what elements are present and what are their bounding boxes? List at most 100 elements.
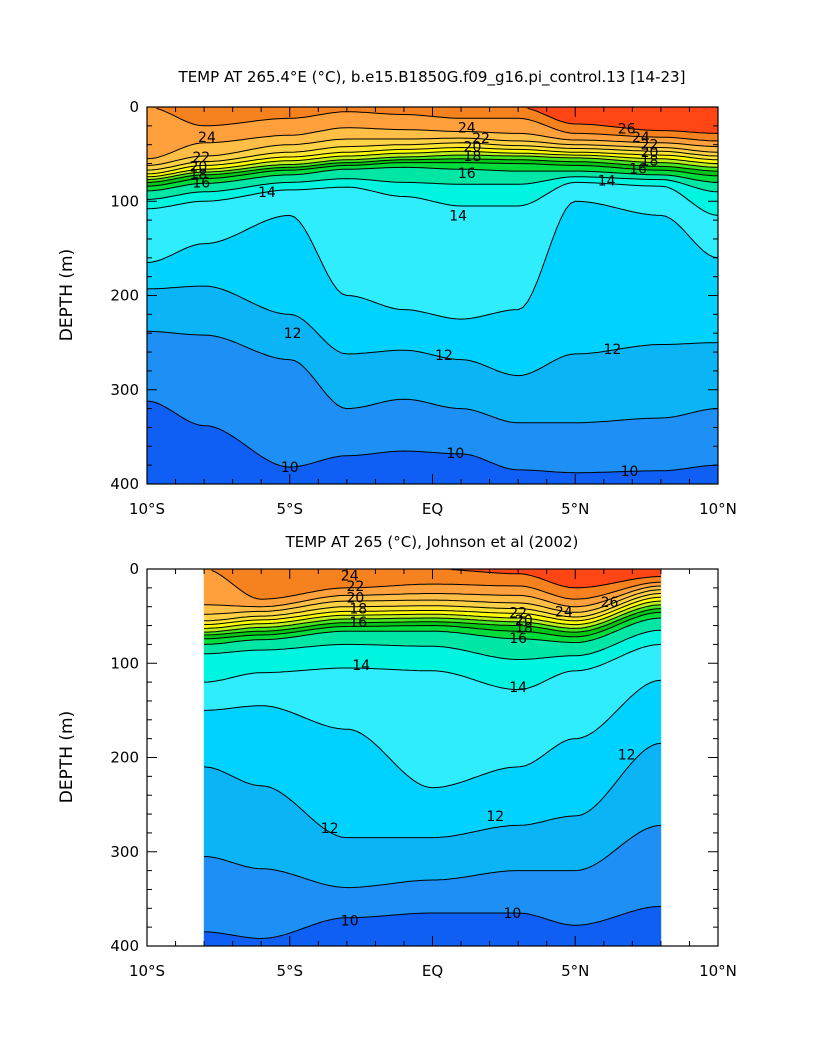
- x-tick-label: 10°N: [699, 500, 737, 518]
- y-tick-label: 400: [110, 475, 139, 493]
- y-tick-label: 200: [110, 287, 139, 305]
- contour-label: 10: [446, 446, 464, 462]
- contour-line-20: [147, 150, 718, 178]
- y-tick-label: 0: [129, 98, 139, 116]
- contour-label: 10: [504, 906, 522, 922]
- contour-label: 12: [435, 348, 453, 364]
- contour-label: 22: [347, 579, 365, 595]
- contour-label: 14: [352, 658, 370, 674]
- contour-label: 16: [458, 166, 476, 182]
- contour-label: 24: [555, 604, 573, 620]
- panel-title: TEMP AT 265.4°E (°C), b.e15.B1850G.f09_g…: [178, 68, 686, 87]
- contour-line-23: [204, 589, 661, 615]
- contour-label: 20: [347, 590, 365, 606]
- x-tick-label: 5°N: [561, 962, 589, 980]
- x-tick-label: EQ: [422, 500, 443, 518]
- contour-line-11: [147, 330, 718, 424]
- contour-label: 18: [349, 602, 367, 618]
- y-tick-label: 200: [110, 749, 139, 767]
- axes: 0 100 200 300 400 10°S 5°S EQ 5°N 10°N: [110, 98, 737, 518]
- panel-observations: TEMP AT 265 (°C), Johnson et al (2002) 2…: [57, 533, 737, 980]
- y-tick-label: 400: [110, 937, 139, 955]
- contour-line-18: [204, 608, 661, 636]
- contour-line-23: [147, 137, 718, 166]
- contour-label: 26: [618, 122, 636, 138]
- contour-line-19: [204, 604, 661, 633]
- contour-label: 12: [618, 748, 636, 764]
- contour-label: 22: [641, 138, 659, 154]
- y-tick-label: 300: [110, 381, 139, 399]
- x-tick-label: 5°N: [561, 500, 589, 518]
- contour-line-13: [147, 200, 718, 320]
- contour-line-10: [147, 400, 718, 474]
- y-tick-label: 100: [110, 192, 139, 210]
- contour-line-21: [147, 146, 718, 175]
- contour-label: 26: [601, 595, 619, 611]
- contour-label: 16: [192, 175, 210, 191]
- contour-label: 12: [486, 809, 504, 825]
- contour-label: 12: [284, 326, 302, 342]
- contour-line-20: [204, 600, 661, 629]
- contour-line-15: [147, 176, 718, 200]
- contour-label: 22: [509, 605, 527, 621]
- contour-line-14: [147, 181, 718, 216]
- contour-label: 20: [189, 159, 207, 175]
- contour-line-18: [147, 158, 718, 183]
- contour-label: 10: [281, 460, 299, 476]
- contour-label: 18: [515, 620, 533, 636]
- x-tick-label: 10°S: [129, 962, 165, 980]
- contour-label: 14: [509, 680, 527, 696]
- contour-line-15: [204, 629, 661, 660]
- y-tick-label: 100: [110, 654, 139, 672]
- contour-label: 20: [641, 145, 659, 161]
- contour-label: 24: [458, 121, 476, 137]
- contour-label: 12: [603, 342, 621, 358]
- axes: 0 100 200 300 400 10°S 5°S EQ 5°N 10°N: [110, 560, 737, 980]
- contour-line-22: [147, 142, 718, 171]
- contour-label: 18: [464, 149, 482, 165]
- contour-label: 24: [632, 130, 650, 146]
- y-axis-title: DEPTH (m): [57, 711, 77, 803]
- y-tick-label: 300: [110, 843, 139, 861]
- contour-line-19: [147, 154, 718, 181]
- contour-label: 12: [321, 821, 339, 837]
- contour-label: 14: [449, 208, 467, 224]
- contour-label: 22: [472, 131, 490, 147]
- contour-label: 24: [341, 569, 359, 585]
- contour-label: 16: [509, 631, 527, 647]
- contour-label: 16: [629, 161, 647, 177]
- contour-line-11: [204, 824, 661, 889]
- contour-label: 24: [198, 130, 216, 146]
- contour-label: 18: [189, 167, 207, 183]
- contour-label: 20: [515, 613, 533, 629]
- contour-line-24: [147, 127, 718, 160]
- contour-line-24: [204, 585, 661, 608]
- contour-line-25: [156, 107, 718, 142]
- y-axis-title: DEPTH (m): [57, 249, 77, 341]
- contour-line-12: [204, 742, 661, 839]
- y-tick-label: 0: [129, 560, 139, 578]
- contour-line-12: [147, 285, 718, 377]
- contour-line-25: [211, 570, 661, 600]
- panel-model: TEMP AT 265.4°E (°C), b.e15.B1850G.f09_g…: [57, 68, 737, 518]
- contour-line-14: [204, 643, 661, 691]
- contour-label: 14: [598, 174, 616, 190]
- contour-line-22: [204, 593, 661, 622]
- contour-line-10: [204, 905, 661, 940]
- contour-line-17: [204, 611, 661, 640]
- panel-title: TEMP AT 265 (°C), Johnson et al (2002): [285, 533, 579, 551]
- contour-label: 10: [621, 464, 639, 480]
- contour-label: 20: [464, 140, 482, 156]
- contour-line-13: [204, 679, 661, 789]
- contour-line-26: [527, 107, 718, 134]
- x-tick-label: 10°S: [129, 500, 165, 518]
- contour-line-16: [147, 166, 718, 192]
- contour-label: 16: [349, 615, 367, 631]
- x-tick-label: 5°S: [276, 962, 303, 980]
- contour-line-17: [147, 162, 718, 187]
- contour-label: 18: [641, 154, 659, 170]
- contour-label: 10: [341, 914, 359, 930]
